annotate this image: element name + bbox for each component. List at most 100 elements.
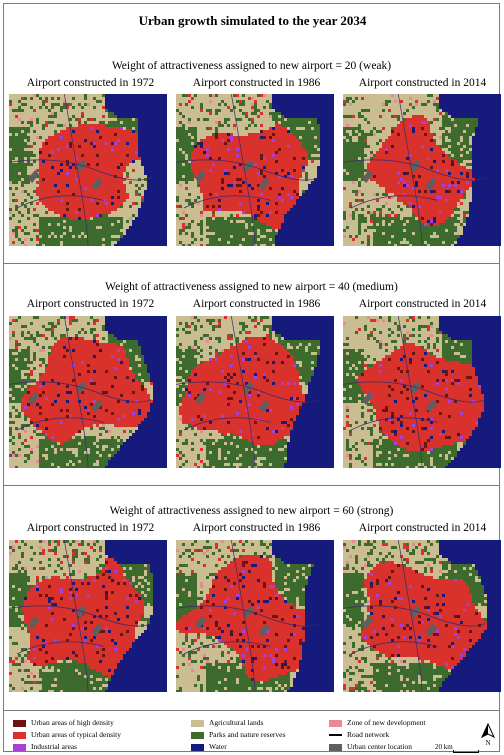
scale-bar xyxy=(453,750,479,753)
map-panel xyxy=(343,94,501,246)
map-panel xyxy=(9,316,167,468)
urban-center-marker xyxy=(409,381,421,395)
scale-label: 20 km xyxy=(435,743,453,751)
road-line xyxy=(63,94,89,246)
map-legend: Urban areas of high density Urban areas … xyxy=(4,710,499,753)
swatch-urban-center xyxy=(329,743,342,751)
urban-center-marker xyxy=(242,381,254,395)
map-panel xyxy=(343,316,501,468)
road-line xyxy=(397,94,423,246)
road-line xyxy=(230,94,256,246)
legend-item-industrial: Industrial areas xyxy=(13,742,77,751)
road-network-line xyxy=(329,734,342,737)
swatch-high-density xyxy=(13,719,26,727)
land-use-raster xyxy=(9,94,167,246)
legend-label: Zone of new development xyxy=(347,718,426,727)
legend-item-road-network: Road network xyxy=(329,730,389,739)
urban-center-marker xyxy=(362,616,374,630)
panel-caption: Airport constructed in 1972 xyxy=(26,77,155,89)
road-line xyxy=(230,316,256,468)
panel-caption: Airport constructed in 2014 xyxy=(358,522,487,534)
road-line xyxy=(183,417,271,431)
urban-center-marker xyxy=(258,399,270,413)
weight-label: Weight of attractiveness assigned to new… xyxy=(109,505,394,517)
land-use-raster xyxy=(343,540,501,692)
road-line xyxy=(16,417,104,431)
urban-center-marker xyxy=(75,159,87,173)
land-use-raster xyxy=(9,540,167,692)
road-line xyxy=(343,381,486,403)
urban-center-marker xyxy=(91,177,103,191)
section-medium: Weight of attractiveness assigned to new… xyxy=(4,263,501,486)
urban-center-marker xyxy=(28,616,40,630)
urban-center-marker xyxy=(28,170,40,184)
legend-label: Parks and nature reserves xyxy=(209,730,286,739)
urban-center-marker xyxy=(91,399,103,413)
road-line xyxy=(16,641,104,655)
land-use-raster xyxy=(176,540,334,692)
panel-caption: Airport constructed in 1972 xyxy=(26,298,155,310)
road-line xyxy=(397,540,423,692)
section-strong: Weight of attractiveness assigned to new… xyxy=(4,485,501,711)
urban-center-marker xyxy=(75,381,87,395)
legend-label: Water xyxy=(209,742,227,751)
panel-caption: Airport constructed in 1986 xyxy=(192,298,321,310)
urban-center-marker xyxy=(91,623,103,637)
land-use-raster xyxy=(176,94,334,246)
swatch-new-development xyxy=(329,719,342,727)
map-panel xyxy=(9,94,167,246)
urban-center-marker xyxy=(242,605,254,619)
road-line xyxy=(230,540,256,692)
road-line xyxy=(176,381,319,403)
map-panel xyxy=(9,540,167,692)
figure-title: Urban growth simulated to the year 2034 xyxy=(138,13,367,28)
map-panel xyxy=(176,540,334,692)
urban-center-marker xyxy=(195,392,207,406)
road-line xyxy=(9,159,152,181)
north-arrow-icon: N xyxy=(480,723,496,747)
road-line xyxy=(63,540,89,692)
urban-center-marker xyxy=(195,170,207,184)
legend-label: Urban areas of typical density xyxy=(31,730,121,739)
panel-caption: Airport constructed in 1986 xyxy=(192,522,321,534)
urban-center-marker xyxy=(425,399,437,413)
road-line xyxy=(350,195,438,209)
road-line xyxy=(350,641,438,655)
swatch-parks xyxy=(191,731,204,739)
urban-center-marker xyxy=(362,392,374,406)
swatch-typical-density xyxy=(13,731,26,739)
road-line xyxy=(183,195,271,209)
urban-center-marker xyxy=(409,159,421,173)
legend-item-agricultural: Agricultural lands xyxy=(191,718,263,727)
land-use-raster xyxy=(176,316,334,468)
map-panel xyxy=(176,316,334,468)
legend-item-urban-center: Urban center location xyxy=(329,742,412,751)
weight-label: Weight of attractiveness assigned to new… xyxy=(105,281,398,293)
road-line xyxy=(183,641,271,655)
urban-center-marker xyxy=(75,605,87,619)
urban-center-marker xyxy=(28,392,40,406)
swatch-industrial xyxy=(13,743,26,751)
panel-caption: Airport constructed in 2014 xyxy=(358,77,487,89)
map-panel xyxy=(176,94,334,246)
road-line xyxy=(176,605,319,627)
road-line xyxy=(16,195,104,209)
road-line xyxy=(9,605,152,627)
weight-label: Weight of attractiveness assigned to new… xyxy=(111,60,392,72)
urban-center-marker xyxy=(362,170,374,184)
legend-label: Road network xyxy=(347,730,390,739)
urban-center-marker xyxy=(425,623,437,637)
road-line xyxy=(176,159,319,181)
map-panel xyxy=(343,540,501,692)
land-use-raster xyxy=(9,316,167,468)
road-line xyxy=(350,417,438,431)
urban-center-marker xyxy=(258,623,270,637)
legend-item-water: Water xyxy=(191,742,227,751)
road-line xyxy=(63,316,89,468)
legend-item-high-density: Urban areas of high density xyxy=(13,718,114,727)
swatch-water xyxy=(191,743,204,751)
urban-center-marker xyxy=(425,177,437,191)
panel-caption: Airport constructed in 1986 xyxy=(192,77,321,89)
section-weak: Weight of attractiveness assigned to new… xyxy=(4,44,501,263)
swatch-agricultural xyxy=(191,719,204,727)
